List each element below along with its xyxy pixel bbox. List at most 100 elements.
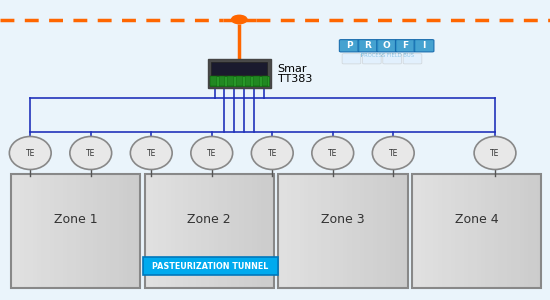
Bar xyxy=(131,174,136,288)
Bar xyxy=(356,174,361,288)
Bar xyxy=(24,174,29,288)
Bar xyxy=(520,174,525,288)
Bar xyxy=(97,174,102,288)
Text: TE: TE xyxy=(25,148,35,158)
Bar xyxy=(481,174,486,288)
Bar xyxy=(261,174,266,288)
Bar xyxy=(231,174,235,288)
Bar xyxy=(218,174,223,288)
Bar xyxy=(252,174,257,288)
Text: TE: TE xyxy=(490,148,500,158)
Bar xyxy=(145,174,150,288)
Bar xyxy=(442,174,447,288)
Bar xyxy=(46,174,51,288)
Bar xyxy=(222,174,227,288)
Bar xyxy=(136,174,141,288)
FancyBboxPatch shape xyxy=(211,62,267,75)
FancyBboxPatch shape xyxy=(358,40,378,52)
Text: PROCESS FIELD BUS: PROCESS FIELD BUS xyxy=(361,53,414,58)
Bar xyxy=(201,174,206,288)
Bar xyxy=(265,174,270,288)
Ellipse shape xyxy=(251,136,293,169)
Bar xyxy=(63,174,68,288)
Bar xyxy=(270,174,274,288)
Bar xyxy=(438,174,443,288)
FancyBboxPatch shape xyxy=(208,59,271,88)
Ellipse shape xyxy=(372,136,414,169)
Bar xyxy=(300,174,305,288)
FancyBboxPatch shape xyxy=(362,54,381,64)
Bar xyxy=(447,174,451,288)
Bar xyxy=(50,174,54,288)
Text: PASTEURIZATION TUNNEL: PASTEURIZATION TUNNEL xyxy=(152,262,269,271)
Bar xyxy=(494,174,499,288)
Bar xyxy=(278,174,408,288)
Bar xyxy=(425,174,430,288)
Bar xyxy=(41,174,46,288)
Bar xyxy=(149,174,154,288)
FancyBboxPatch shape xyxy=(227,76,234,86)
Bar xyxy=(106,174,111,288)
Bar xyxy=(257,174,262,288)
Text: Zone 3: Zone 3 xyxy=(321,213,365,226)
Ellipse shape xyxy=(474,136,516,169)
Bar xyxy=(72,174,76,288)
Bar xyxy=(80,174,85,288)
Text: TE: TE xyxy=(328,148,338,158)
FancyBboxPatch shape xyxy=(395,40,415,52)
Bar xyxy=(498,174,503,288)
Bar xyxy=(166,174,171,288)
Bar xyxy=(464,174,469,288)
Bar xyxy=(532,174,537,288)
Bar xyxy=(360,174,365,288)
Bar xyxy=(503,174,507,288)
FancyBboxPatch shape xyxy=(245,76,251,86)
FancyBboxPatch shape xyxy=(236,76,243,86)
Bar xyxy=(145,174,274,288)
Bar xyxy=(295,174,300,288)
Text: TE: TE xyxy=(86,148,96,158)
Circle shape xyxy=(232,15,247,24)
Bar xyxy=(213,174,218,288)
FancyBboxPatch shape xyxy=(253,76,260,86)
Bar xyxy=(114,174,119,288)
FancyBboxPatch shape xyxy=(262,76,268,86)
Text: I: I xyxy=(422,41,426,50)
Bar xyxy=(32,174,37,288)
Bar xyxy=(244,174,249,288)
Bar xyxy=(412,174,417,288)
Text: Zone 2: Zone 2 xyxy=(188,213,231,226)
Bar xyxy=(304,174,309,288)
Bar xyxy=(326,174,331,288)
Bar xyxy=(127,174,132,288)
Bar xyxy=(235,174,240,288)
Bar xyxy=(368,174,373,288)
Text: O: O xyxy=(383,41,390,50)
Bar xyxy=(75,174,80,288)
Ellipse shape xyxy=(191,136,233,169)
FancyBboxPatch shape xyxy=(210,76,269,86)
Bar xyxy=(429,174,434,288)
Bar xyxy=(451,174,455,288)
Bar xyxy=(153,174,158,288)
Bar xyxy=(192,174,197,288)
Bar xyxy=(313,174,318,288)
Bar xyxy=(37,174,42,288)
Ellipse shape xyxy=(9,136,51,169)
Bar xyxy=(58,174,63,288)
Bar xyxy=(339,174,343,288)
Bar xyxy=(537,174,542,288)
Ellipse shape xyxy=(312,136,354,169)
FancyBboxPatch shape xyxy=(403,54,422,64)
FancyBboxPatch shape xyxy=(219,76,225,86)
Bar xyxy=(292,174,296,288)
Bar xyxy=(188,174,192,288)
Bar xyxy=(390,174,395,288)
Bar xyxy=(15,174,20,288)
FancyBboxPatch shape xyxy=(339,40,359,52)
Text: P: P xyxy=(346,41,353,50)
Bar xyxy=(89,174,94,288)
Bar xyxy=(162,174,167,288)
Bar xyxy=(175,174,180,288)
Bar xyxy=(421,174,426,288)
